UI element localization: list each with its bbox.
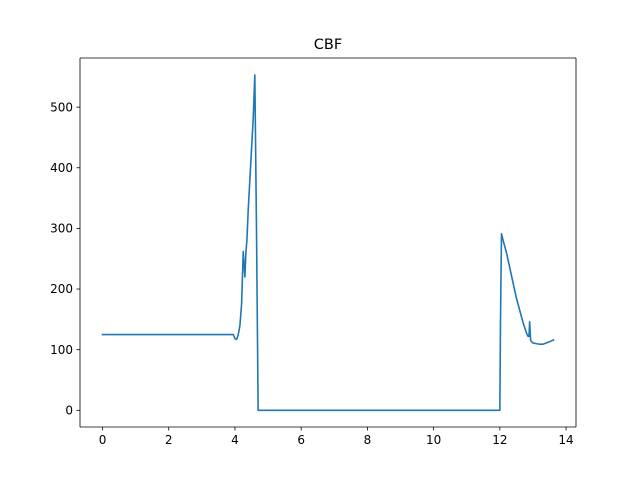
x-axis-ticks: 0 2 4 6 8 10 12 14 bbox=[99, 427, 574, 447]
chart-title: CBF bbox=[314, 37, 342, 53]
x-tick-label: 6 bbox=[297, 433, 305, 447]
x-tick-label: 8 bbox=[364, 433, 372, 447]
x-tick-label: 10 bbox=[426, 433, 441, 447]
y-tick-label: 300 bbox=[50, 222, 73, 236]
y-tick-label: 400 bbox=[50, 161, 73, 175]
series-layer bbox=[101, 74, 555, 412]
y-tick-label: 0 bbox=[65, 404, 73, 418]
y-tick-label: 100 bbox=[50, 343, 73, 357]
x-tick-label: 2 bbox=[165, 433, 173, 447]
y-axis-ticks: 0 100 200 300 400 500 bbox=[50, 100, 80, 418]
x-tick-label: 14 bbox=[558, 433, 573, 447]
plot-background bbox=[80, 58, 576, 427]
x-tick-label: 0 bbox=[99, 433, 107, 447]
axes bbox=[79, 57, 577, 428]
y-tick-label: 200 bbox=[50, 282, 73, 296]
series-line-1 bbox=[101, 74, 555, 412]
plot-area bbox=[80, 58, 576, 427]
x-tick-label: 4 bbox=[231, 433, 239, 447]
x-tick-label: 12 bbox=[492, 433, 507, 447]
y-tick-label: 500 bbox=[50, 100, 73, 114]
